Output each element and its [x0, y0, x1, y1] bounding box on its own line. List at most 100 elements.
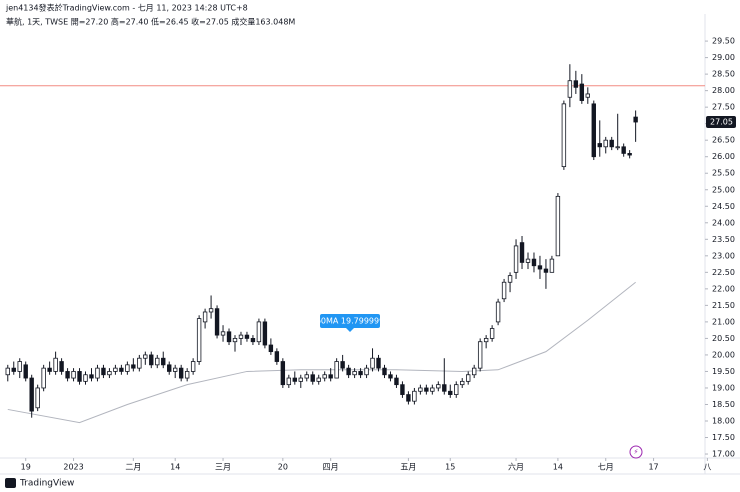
y-tick-label: 22.00	[712, 284, 735, 293]
event-icon[interactable]	[629, 445, 643, 459]
x-tick-label: 五月	[400, 463, 416, 472]
candle-body	[95, 367, 100, 379]
footer-text: TradingView	[19, 479, 74, 489]
candle-body	[573, 80, 579, 88]
candle-body	[161, 357, 166, 366]
candle-body	[549, 258, 555, 273]
candle-body	[627, 153, 632, 156]
candle-body	[83, 374, 88, 382]
candle-body	[495, 301, 501, 323]
candle-body	[17, 361, 22, 372]
y-tick-label: 17.50	[712, 433, 735, 442]
candle-body	[364, 367, 369, 376]
candle-body	[430, 387, 435, 392]
x-tick-label: 20	[278, 463, 288, 472]
candle-body	[173, 367, 178, 372]
candle-body	[244, 334, 250, 339]
candle-body	[394, 377, 399, 386]
candle-body	[537, 265, 543, 270]
candle-body	[567, 80, 573, 98]
candle-body	[149, 354, 154, 366]
x-tick-label: 四月	[323, 463, 339, 472]
candle-body	[352, 371, 357, 376]
candle-body	[226, 331, 232, 343]
y-tick-label: 18.50	[712, 400, 735, 409]
x-tick-label: 14	[553, 463, 563, 472]
candle-body	[597, 143, 602, 148]
candle-body	[268, 344, 274, 353]
candle-body	[178, 367, 184, 379]
candle-body	[388, 374, 393, 379]
candle-body	[418, 387, 423, 392]
candle-body	[113, 367, 118, 372]
candle-body	[346, 367, 351, 376]
chart-title: jen4134發表於TradingView.com - 七月 11, 2023 …	[5, 3, 248, 13]
candle-body	[334, 361, 339, 379]
candle-body	[442, 384, 447, 392]
candle-body	[316, 377, 321, 382]
candle-body	[591, 103, 596, 158]
x-tick-label: 三月	[215, 463, 231, 472]
y-tick-label: 23.50	[712, 235, 735, 244]
candle-body	[220, 331, 226, 336]
candle-body	[41, 367, 46, 389]
candle-body	[579, 83, 585, 101]
y-tick-label: 20.50	[712, 334, 735, 343]
candle-body	[137, 357, 142, 369]
y-tick-label: 22.50	[712, 268, 735, 277]
candle-body	[167, 364, 172, 372]
y-tick-label: 24.00	[712, 218, 735, 227]
candle-body	[471, 367, 477, 376]
ma-tooltip-box	[320, 314, 380, 328]
candle-body	[77, 371, 82, 382]
candle-body	[23, 364, 28, 379]
event-icon-glyph: ⚡	[634, 448, 639, 456]
candle-body	[585, 93, 590, 98]
candle-body	[280, 361, 286, 386]
candle-body	[11, 367, 16, 372]
y-tick-label: 29.50	[712, 37, 735, 46]
candle-body	[340, 361, 345, 369]
y-tick-label: 27.50	[712, 103, 735, 112]
legend: 華航, 1天, TWSE 開=27.20 高=27.40 低=26.45 收=2…	[6, 17, 295, 27]
candle-body	[543, 268, 549, 273]
y-tick-label: 26.50	[712, 136, 735, 145]
candle-body	[238, 334, 244, 339]
candle-body	[89, 374, 94, 379]
candle-body	[382, 367, 387, 376]
logo	[5, 478, 16, 488]
candle-body	[609, 139, 614, 148]
y-tick-label: 21.00	[712, 317, 735, 326]
candle-body	[454, 384, 459, 395]
ma-tooltip: 60MA 19.799999	[316, 317, 384, 326]
candle-body	[358, 371, 363, 376]
y-tick-label: 29.00	[712, 53, 735, 62]
candle-body	[5, 367, 10, 376]
candle-body	[208, 308, 214, 313]
candle-body	[262, 321, 268, 346]
candle-body	[507, 275, 513, 283]
candle-body	[119, 367, 124, 372]
candle-body	[143, 354, 148, 359]
candle-body	[256, 321, 262, 343]
candle-body	[107, 371, 112, 376]
y-tick-label: 24.50	[712, 202, 735, 211]
candle-body	[525, 258, 531, 263]
candle-body	[286, 377, 292, 386]
candle-body	[460, 380, 465, 386]
y-tick-label: 28.00	[712, 86, 735, 95]
candle-body	[328, 374, 333, 379]
candle-body	[477, 341, 483, 369]
x-tick-label: 八	[703, 463, 711, 472]
x-tick-label: 七月	[598, 463, 614, 472]
candle-body	[71, 371, 76, 379]
candle-body	[292, 377, 297, 382]
candle-body	[274, 351, 280, 362]
y-tick-label: 19.50	[712, 367, 735, 376]
candle-body	[400, 384, 405, 395]
candle-body	[615, 146, 620, 149]
candle-body	[621, 146, 626, 154]
candle-body	[406, 394, 411, 402]
y-tick-label: 23.00	[712, 251, 735, 260]
